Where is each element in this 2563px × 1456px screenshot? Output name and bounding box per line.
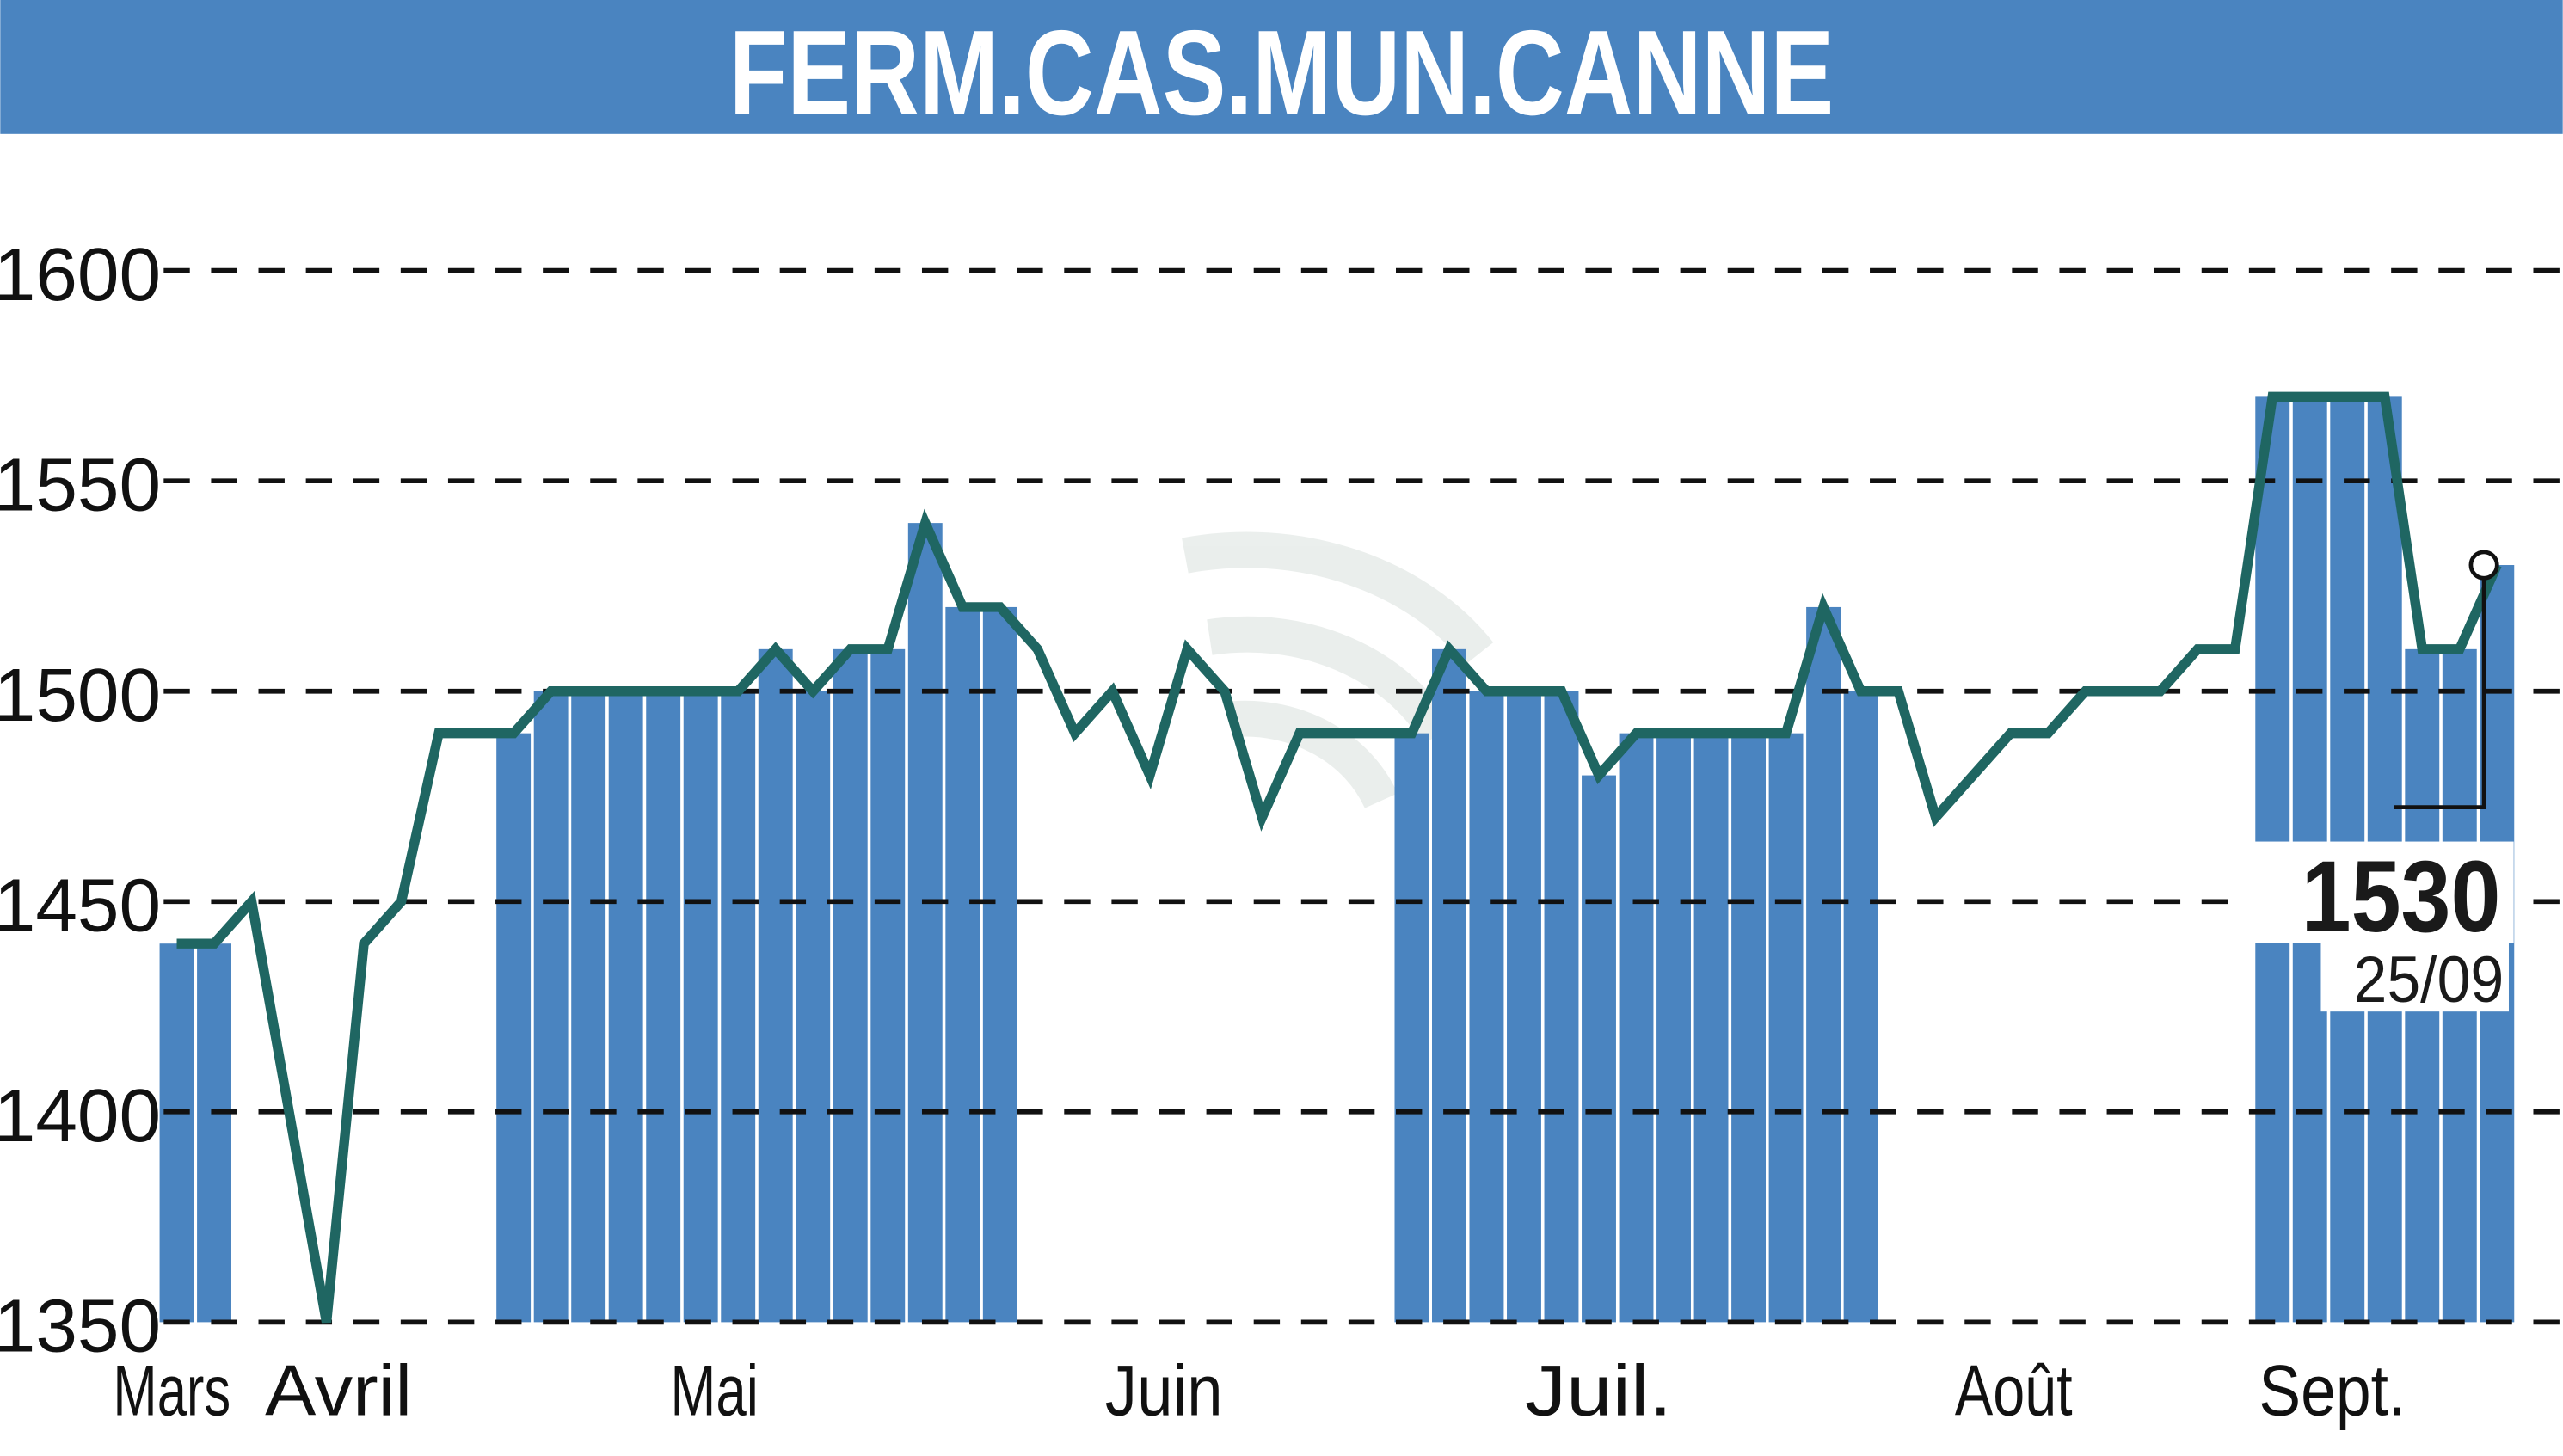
bar — [1582, 775, 1616, 1323]
bar — [1507, 691, 1541, 1323]
chart-title: FERM.CAS.MUN.CANNE — [729, 5, 1834, 140]
bar — [1432, 648, 1466, 1323]
x-month-label: Avril — [265, 1349, 412, 1430]
title-bar — [0, 0, 2563, 134]
label-background — [2244, 841, 2514, 943]
y-tick-label: 1550 — [0, 442, 161, 526]
bar — [1619, 733, 1654, 1323]
x-month-label: Mars — [113, 1349, 230, 1430]
bar — [159, 943, 194, 1323]
bar — [1544, 691, 1579, 1323]
bar — [1469, 691, 1504, 1323]
bar — [945, 606, 980, 1323]
bar — [1843, 691, 1878, 1323]
bar — [982, 606, 1017, 1323]
x-month-label: Mai — [670, 1349, 759, 1430]
last-date: 25/09 — [2353, 943, 2504, 1017]
bar — [571, 691, 606, 1323]
bar — [1693, 733, 1729, 1323]
bar — [683, 691, 718, 1323]
bar — [533, 691, 569, 1323]
y-tick-label: 1400 — [0, 1073, 161, 1158]
bar — [907, 523, 943, 1323]
y-tick-label: 1500 — [0, 653, 161, 737]
callout-line — [2394, 565, 2486, 810]
bar — [1394, 733, 1429, 1323]
bar — [833, 648, 868, 1323]
bar — [1806, 606, 1841, 1323]
y-tick-label: 1350 — [0, 1284, 161, 1368]
bar — [646, 691, 681, 1323]
bar — [870, 648, 906, 1323]
y-tick-label: 1450 — [0, 863, 161, 947]
bar — [796, 691, 831, 1323]
last-value: 1530 — [2302, 839, 2501, 953]
x-month-label: Août — [1955, 1349, 2073, 1430]
bar — [1768, 733, 1804, 1323]
x-month-label: Sept. — [2259, 1349, 2406, 1430]
bar — [1656, 733, 1691, 1323]
bar — [1731, 733, 1767, 1323]
last-point-marker — [2468, 550, 2499, 581]
bar — [608, 691, 643, 1323]
bar — [496, 733, 532, 1323]
bar — [758, 648, 793, 1323]
y-tick-label: 1600 — [0, 232, 161, 316]
x-month-label: Juin — [1105, 1349, 1223, 1430]
date-background — [2320, 943, 2509, 1012]
bar — [721, 691, 756, 1323]
bar — [197, 943, 231, 1323]
x-month-label: Juil. — [1525, 1349, 1672, 1430]
